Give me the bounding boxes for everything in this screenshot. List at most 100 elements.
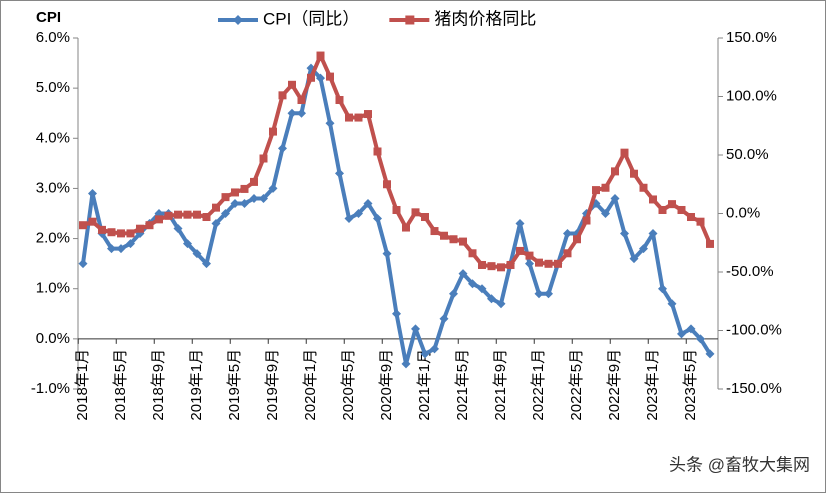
- marker: [592, 186, 600, 195]
- marker: [268, 183, 278, 193]
- marker: [430, 344, 439, 354]
- y2-tick-label: 50.0%: [726, 146, 769, 163]
- marker: [534, 289, 544, 299]
- x-tick-label: 2020年5月: [340, 349, 357, 421]
- marker: [630, 169, 638, 178]
- marker: [468, 249, 477, 258]
- marker: [297, 108, 306, 118]
- marker: [278, 143, 287, 153]
- marker: [202, 213, 211, 222]
- y-tick-label: 4.0%: [36, 129, 70, 146]
- marker: [155, 215, 163, 224]
- x-tick-label: 2022年9月: [606, 349, 623, 421]
- y-tick-label: -1.0%: [31, 380, 70, 397]
- marker: [411, 324, 420, 334]
- marker: [373, 214, 382, 224]
- marker: [335, 168, 344, 178]
- marker: [554, 259, 562, 268]
- marker: [620, 148, 629, 157]
- marker: [240, 184, 249, 193]
- y-tick-label: 1.0%: [36, 280, 70, 297]
- marker: [582, 216, 591, 225]
- marker: [126, 229, 135, 238]
- marker: [287, 108, 297, 118]
- marker: [117, 229, 125, 238]
- marker: [307, 73, 315, 82]
- marker: [107, 244, 116, 254]
- marker: [164, 211, 173, 220]
- x-tick-label: 2021年1月: [416, 349, 433, 421]
- legend-label: CPI（同比）: [263, 9, 359, 28]
- marker: [563, 249, 572, 258]
- marker: [411, 208, 420, 217]
- x-tick-label: 2022年1月: [530, 349, 547, 421]
- marker: [515, 219, 525, 229]
- marker: [193, 210, 201, 219]
- marker: [288, 80, 296, 89]
- marker: [402, 223, 410, 232]
- marker: [610, 193, 620, 203]
- marker: [392, 309, 401, 319]
- marker: [620, 229, 629, 239]
- marker: [269, 127, 277, 136]
- marker: [649, 195, 657, 204]
- marker: [516, 246, 524, 255]
- marker: [611, 167, 619, 176]
- marker: [78, 259, 88, 269]
- marker: [297, 96, 306, 105]
- marker: [278, 91, 287, 100]
- y2-tick-label: 150.0%: [726, 29, 777, 46]
- marker: [706, 239, 714, 248]
- y-tick-label: 3.0%: [36, 179, 70, 196]
- y-tick-label: 5.0%: [36, 79, 70, 96]
- x-tick-label: 2018年9月: [150, 349, 167, 421]
- marker: [639, 183, 648, 192]
- y-tick-label: 6.0%: [36, 29, 70, 46]
- marker: [677, 329, 686, 339]
- marker: [316, 73, 325, 83]
- marker: [668, 200, 676, 209]
- marker: [601, 209, 610, 218]
- marker: [658, 284, 667, 294]
- x-tick-label: 2019年5月: [226, 349, 243, 421]
- legend-marker: [233, 15, 243, 25]
- watermark: 头条 @畜牧大集网: [669, 455, 810, 474]
- legend-marker: [405, 15, 415, 25]
- marker: [648, 229, 658, 239]
- marker: [487, 294, 496, 304]
- y-axis-title: CPI: [36, 9, 61, 26]
- marker: [401, 359, 411, 369]
- marker: [544, 259, 553, 268]
- marker: [183, 210, 192, 219]
- marker: [525, 259, 534, 269]
- marker: [563, 229, 572, 239]
- marker: [212, 203, 220, 212]
- marker: [344, 214, 354, 224]
- marker: [677, 205, 686, 214]
- marker: [477, 284, 487, 294]
- marker: [183, 239, 192, 249]
- marker: [116, 244, 126, 254]
- marker: [439, 314, 449, 324]
- marker: [497, 263, 505, 272]
- x-tick-label: 2020年1月: [302, 349, 319, 421]
- marker: [687, 213, 695, 222]
- marker: [373, 147, 382, 156]
- marker: [325, 118, 335, 128]
- marker: [173, 224, 183, 234]
- marker: [382, 249, 392, 259]
- marker: [487, 262, 496, 271]
- marker: [250, 177, 258, 186]
- marker: [326, 72, 334, 81]
- marker: [240, 198, 249, 208]
- marker: [354, 209, 363, 218]
- y2-tick-label: -100.0%: [726, 321, 782, 338]
- x-tick-label: 2020年9月: [378, 349, 395, 421]
- marker: [705, 349, 715, 359]
- marker: [544, 289, 553, 299]
- x-tick-label: 2019年1月: [188, 349, 205, 421]
- marker: [354, 113, 363, 122]
- x-tick-label: 2019年9月: [264, 349, 281, 421]
